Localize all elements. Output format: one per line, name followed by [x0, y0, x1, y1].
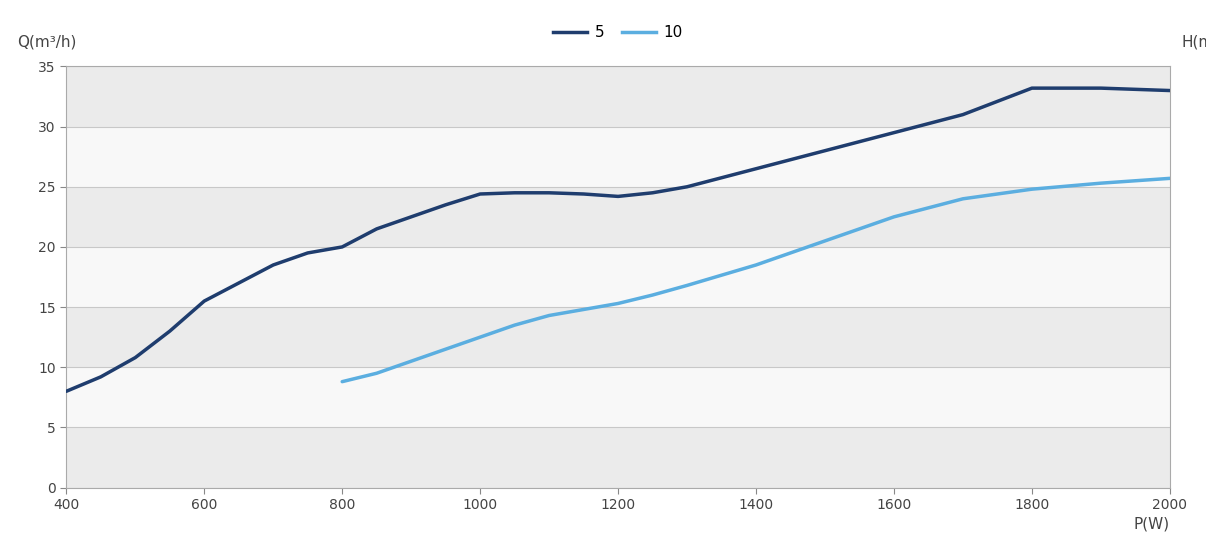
10 [335, 378, 350, 385]
5 [163, 328, 177, 335]
10 [576, 306, 591, 313]
5 [335, 244, 350, 250]
5 [369, 225, 384, 232]
5 [576, 191, 591, 197]
Text: H(m): H(m) [1182, 35, 1206, 50]
5 [1025, 85, 1040, 91]
10 [680, 282, 695, 289]
10 [508, 322, 522, 329]
5 [404, 213, 418, 220]
Bar [66, 367, 1170, 427]
5 [128, 354, 142, 361]
5 [611, 193, 626, 200]
5 [197, 297, 211, 304]
5 [818, 147, 832, 154]
10 [818, 238, 832, 244]
10 [611, 300, 626, 307]
Bar [66, 247, 1170, 307]
Bar [66, 127, 1170, 187]
10 [541, 312, 556, 319]
Bar [66, 66, 1170, 127]
Bar [66, 307, 1170, 367]
5 [541, 189, 556, 196]
5 [232, 280, 246, 286]
10 [439, 346, 453, 352]
5 [886, 129, 901, 136]
5 [439, 202, 453, 208]
10 [1094, 180, 1108, 187]
Text: Q(m³/h): Q(m³/h) [17, 35, 76, 50]
5 [1094, 85, 1108, 91]
10 [369, 370, 384, 377]
5 [749, 166, 763, 172]
5 [645, 189, 660, 196]
10 [886, 213, 901, 220]
Bar [66, 187, 1170, 247]
5 [508, 189, 522, 196]
5 [1163, 87, 1177, 94]
5 [267, 261, 281, 268]
5 [94, 373, 109, 380]
5 [955, 111, 970, 118]
Line: 5: 5 [66, 88, 1170, 391]
10 [473, 334, 487, 341]
Text: P(W): P(W) [1134, 517, 1170, 532]
Line: 10: 10 [343, 178, 1170, 382]
5 [473, 191, 487, 197]
5 [59, 388, 74, 394]
10 [645, 292, 660, 299]
10 [749, 261, 763, 268]
10 [1163, 175, 1177, 182]
5 [680, 183, 695, 190]
10 [955, 196, 970, 202]
Bar [66, 427, 1170, 488]
Legend: 5, 10: 5, 10 [548, 19, 689, 47]
10 [404, 358, 418, 365]
10 [1025, 186, 1040, 192]
5 [300, 250, 315, 257]
